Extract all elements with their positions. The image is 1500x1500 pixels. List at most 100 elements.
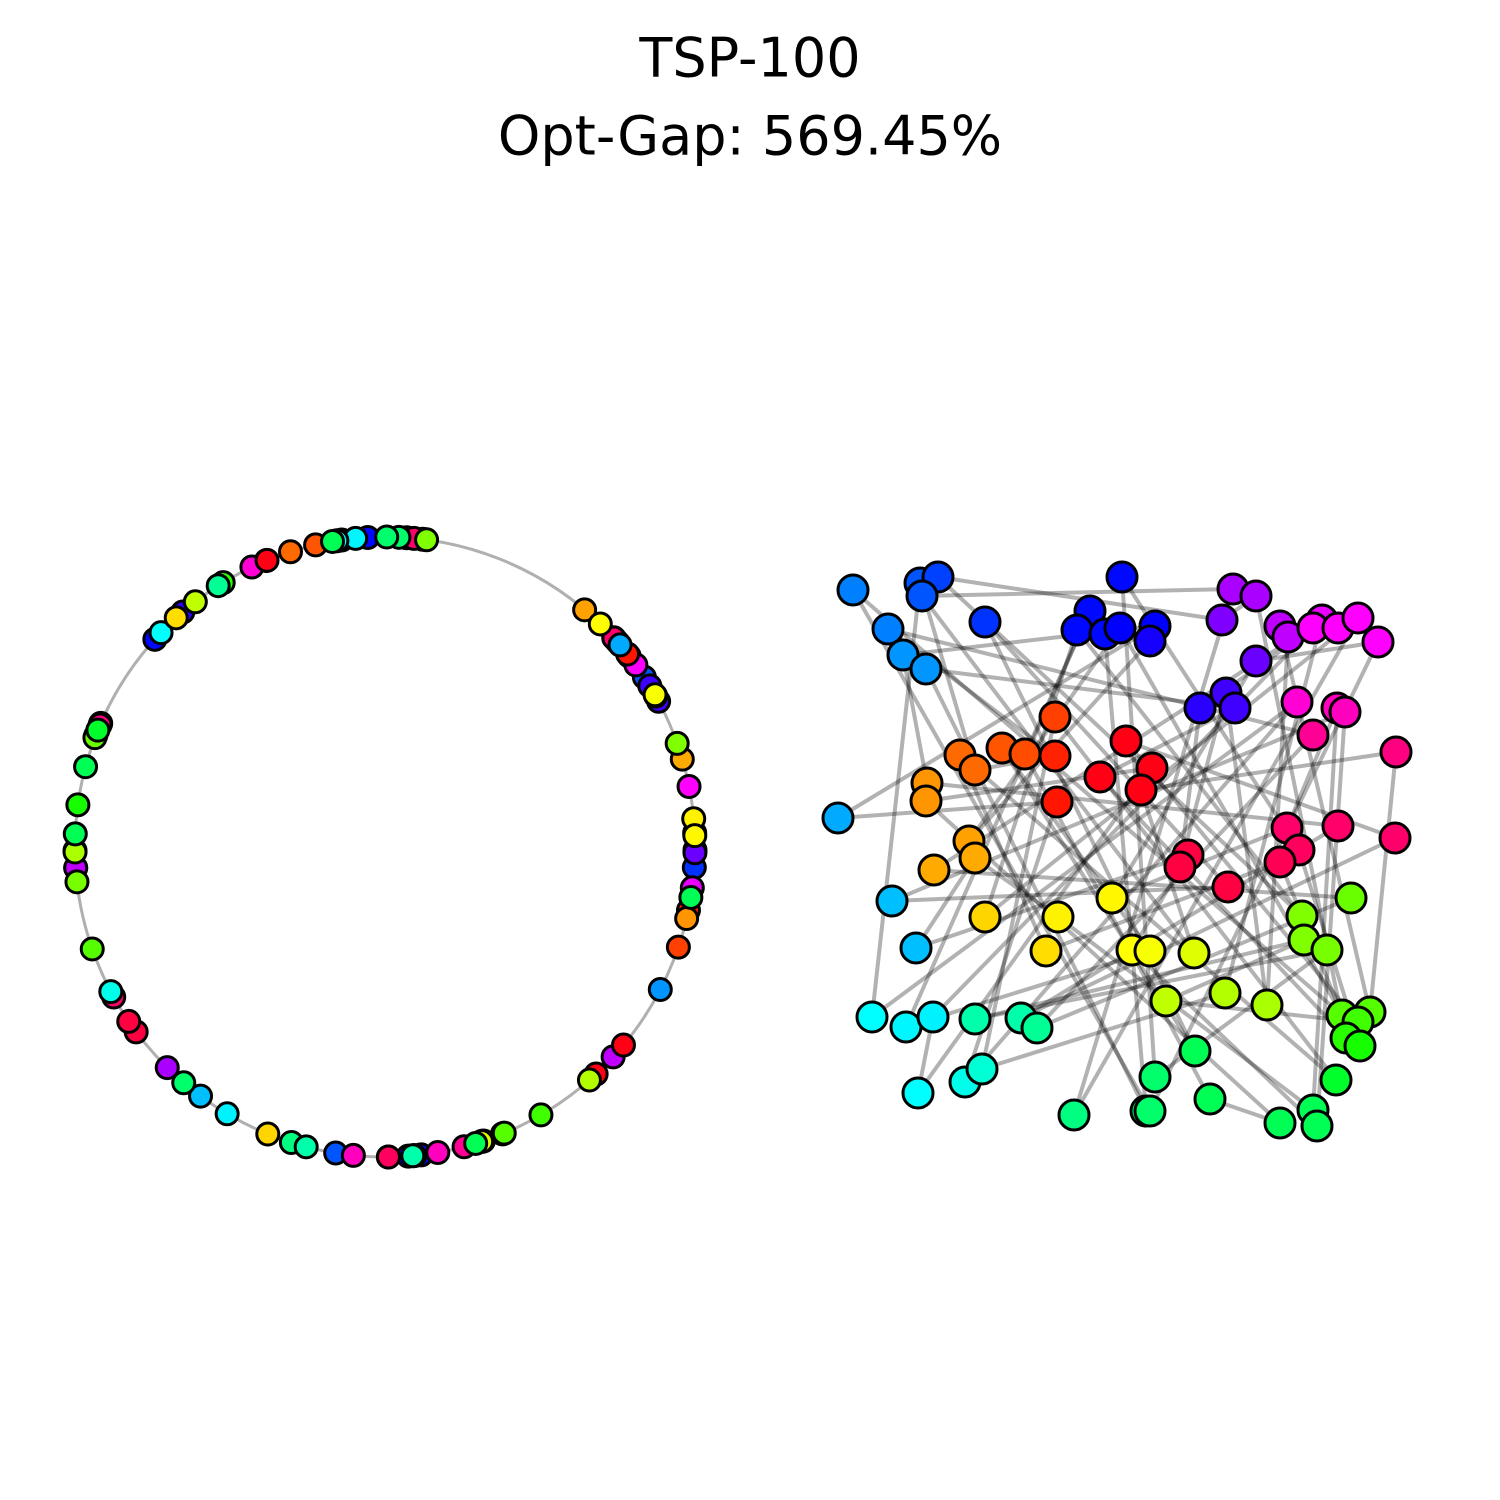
city-node <box>1263 845 1297 879</box>
circle-node <box>528 1102 554 1128</box>
city-node <box>1379 735 1413 769</box>
city-node <box>1310 933 1344 967</box>
tour-edges <box>836 575 1398 1128</box>
city-node <box>1328 695 1362 729</box>
circle-node <box>647 977 673 1003</box>
circle-node <box>425 1139 451 1165</box>
city-node <box>917 853 951 887</box>
city-node <box>836 573 870 607</box>
tour-edge <box>1118 627 1362 1047</box>
circle-node <box>682 823 708 849</box>
tour-edge <box>980 716 1057 1070</box>
city-node <box>1163 850 1197 884</box>
tour-edge <box>1103 633 1148 1112</box>
tour-edge <box>1311 707 1339 1111</box>
city-node <box>1124 773 1158 807</box>
city-node <box>1138 1060 1172 1094</box>
tour-edge <box>958 754 1048 952</box>
tour-edge <box>1056 915 1315 1112</box>
tour-edge <box>916 766 1154 1095</box>
tour-edge <box>918 582 977 771</box>
city-node <box>1280 685 1314 719</box>
circle-node <box>340 1142 366 1168</box>
circle-node <box>664 730 690 756</box>
tour-edge <box>920 594 1196 955</box>
circle-node <box>214 1101 240 1127</box>
circle-node <box>610 1032 636 1058</box>
city-node <box>855 1000 889 1034</box>
city-node <box>889 1010 923 1044</box>
city-node <box>1205 603 1239 637</box>
tour-edge <box>1072 588 1235 1116</box>
tour-edge <box>1099 706 1236 779</box>
city-node <box>968 900 1002 934</box>
tour-edge <box>925 667 1236 710</box>
circle-node <box>154 1055 180 1081</box>
tour-edge <box>933 868 1352 900</box>
city-node <box>1250 988 1284 1022</box>
circle-node <box>678 884 704 910</box>
circle-node <box>278 539 304 565</box>
title: TSP-100 <box>638 27 860 90</box>
tour-edge <box>837 800 1058 820</box>
tour-edge <box>958 753 1338 1082</box>
tour-edge <box>1368 751 1398 1013</box>
city-node <box>1183 691 1217 725</box>
circle-node <box>674 906 700 932</box>
city-node <box>1109 724 1143 758</box>
circle-node <box>400 1143 426 1169</box>
city-node <box>1239 644 1273 678</box>
tour-edge <box>931 626 1315 1019</box>
city-node <box>1341 601 1375 635</box>
city-node <box>1105 560 1139 594</box>
city-node <box>1193 1082 1227 1116</box>
city-node <box>1040 785 1074 819</box>
circle-node <box>163 605 189 631</box>
tour-edge <box>1315 711 1347 1127</box>
city-node <box>1178 1034 1212 1068</box>
circle-node <box>148 620 174 646</box>
circle-node <box>375 1144 401 1170</box>
city-node <box>1103 611 1137 645</box>
circle-node <box>607 632 633 658</box>
circle-node <box>98 979 124 1005</box>
circle-node <box>188 1083 214 1109</box>
city-node <box>1321 809 1355 843</box>
circle-node <box>64 869 90 895</box>
city-node <box>1133 934 1167 968</box>
circle-node <box>205 573 231 599</box>
city-node <box>965 1052 999 1086</box>
tour-edge <box>1045 860 1281 953</box>
tour-edge <box>981 991 1226 1071</box>
city-node <box>1029 934 1063 968</box>
city-node <box>958 753 992 787</box>
city-node <box>1239 579 1273 613</box>
tour-edge <box>915 853 1189 950</box>
city-node <box>1133 1094 1167 1128</box>
city-node <box>1038 700 1072 734</box>
city-node <box>1300 1109 1334 1143</box>
city-node <box>1083 760 1117 794</box>
circle-node <box>414 527 440 553</box>
city-node <box>1133 624 1167 658</box>
circle-node <box>374 524 400 550</box>
tour-edge <box>1075 628 1304 918</box>
city-node <box>1038 739 1072 773</box>
circle-node <box>587 611 613 637</box>
tour-edge <box>1224 692 1269 1006</box>
city-node <box>1149 984 1183 1018</box>
city-node <box>1041 900 1075 934</box>
city-node <box>1343 1029 1377 1063</box>
city-node <box>1263 1106 1297 1140</box>
tour-edge <box>983 621 1197 1052</box>
tour-edge <box>1000 746 1152 953</box>
tour-edge <box>967 626 1122 843</box>
city-node <box>968 605 1002 639</box>
tour-edge <box>1140 750 1397 792</box>
city-node <box>905 579 939 613</box>
circle-node <box>572 597 598 623</box>
city-node <box>871 612 905 646</box>
tour-edge <box>901 654 929 784</box>
city-node <box>1177 936 1211 970</box>
